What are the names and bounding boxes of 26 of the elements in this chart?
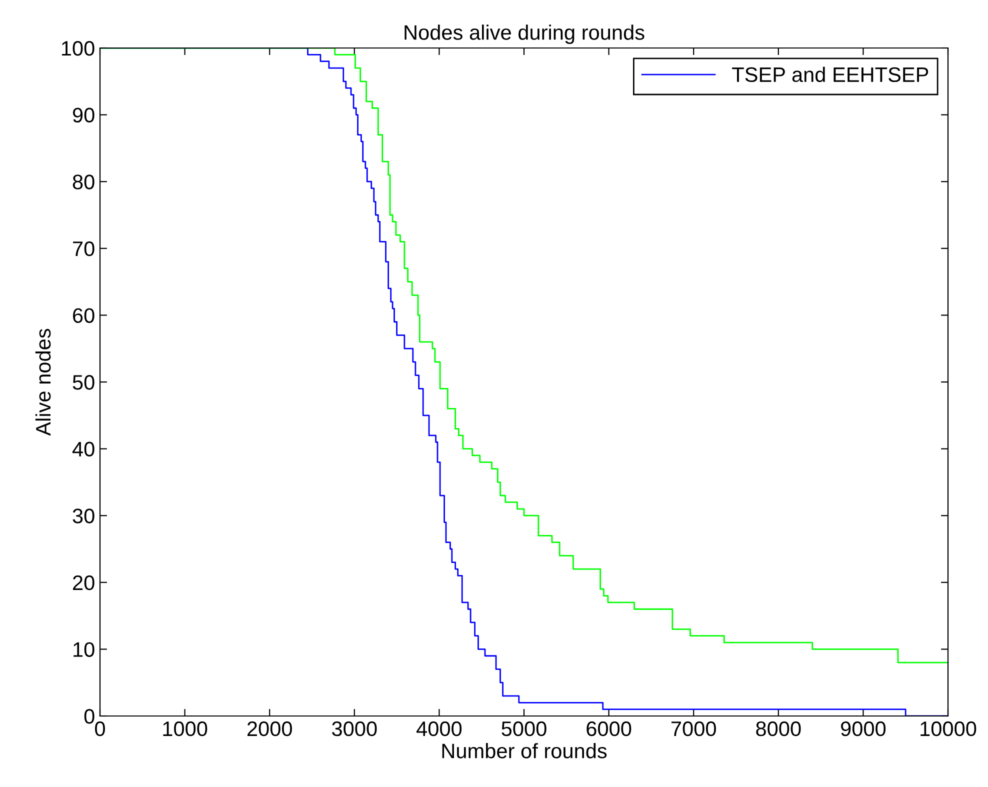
- y-tick-label: 60: [73, 308, 94, 323]
- x-axis-title: Number of rounds: [442, 743, 607, 758]
- x-tick-label: 2000: [247, 721, 292, 736]
- legend-label: TSEP and EEHTSEP: [732, 66, 928, 82]
- x-tick-label: 9000: [841, 721, 886, 736]
- y-tick-label: 10: [74, 642, 94, 657]
- x-tick-label: 6000: [586, 721, 632, 736]
- x-tick-label: 5000: [502, 721, 546, 736]
- y-tick-label: 70: [73, 241, 94, 256]
- y-axis-title: Alive nodes: [35, 328, 51, 436]
- y-tick-label: 100: [62, 41, 94, 56]
- y-tick-label: 90: [72, 108, 94, 123]
- x-tick-label: 3000: [332, 721, 377, 736]
- y-tick-label: 40: [72, 442, 94, 457]
- y-tick-label: 0: [84, 709, 94, 724]
- chart-title: Nodes alive during rounds: [404, 24, 644, 44]
- y-tick-label: 80: [72, 174, 94, 190]
- x-tick-label: 8000: [756, 721, 801, 736]
- x-tick-label: 4000: [416, 721, 462, 736]
- y-tick-label: 30: [72, 508, 94, 524]
- x-tick-label: 7000: [671, 721, 716, 736]
- y-tick-label: 50: [72, 375, 94, 390]
- x-tick-label: 10000: [920, 721, 976, 736]
- y-tick-label: 20: [73, 575, 94, 590]
- x-tick-label: 1000: [163, 721, 208, 736]
- x-tick-label: 0: [95, 721, 105, 736]
